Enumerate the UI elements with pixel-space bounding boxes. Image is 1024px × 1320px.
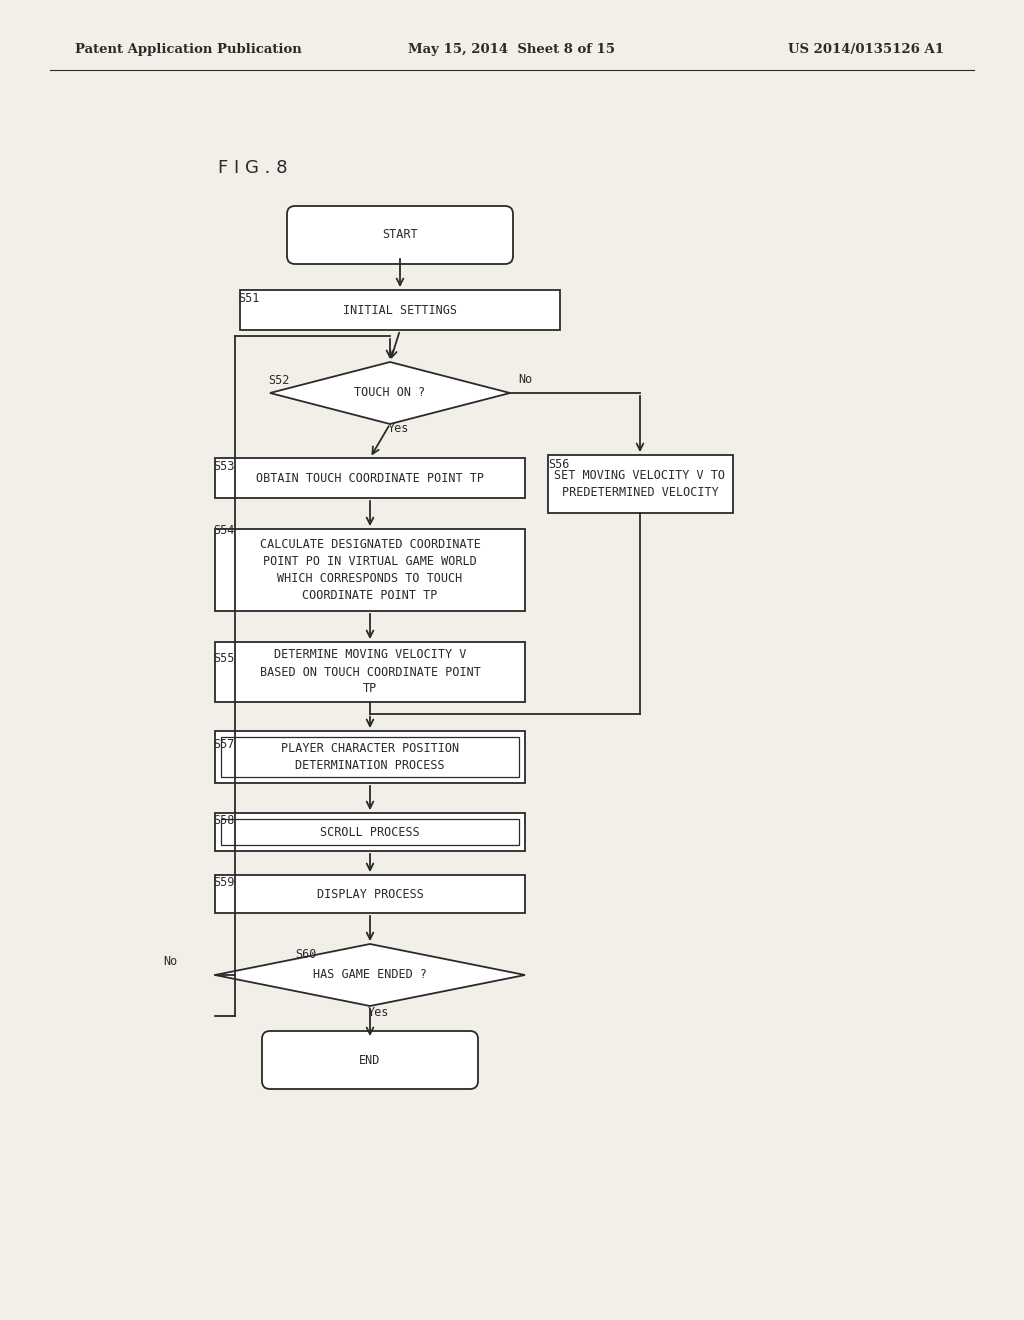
Text: INITIAL SETTINGS: INITIAL SETTINGS: [343, 304, 457, 317]
Polygon shape: [270, 362, 510, 424]
Text: TOUCH ON ?: TOUCH ON ?: [354, 387, 426, 400]
Bar: [215, 813, 525, 851]
Bar: [215, 458, 525, 498]
Bar: [215, 731, 525, 783]
Text: May 15, 2014  Sheet 8 of 15: May 15, 2014 Sheet 8 of 15: [409, 44, 615, 57]
Text: F I G . 8: F I G . 8: [218, 158, 288, 177]
Text: S60: S60: [295, 949, 316, 961]
FancyBboxPatch shape: [287, 206, 513, 264]
Text: END: END: [359, 1053, 381, 1067]
Text: SET MOVING VELOCITY V TO
PREDETERMINED VELOCITY: SET MOVING VELOCITY V TO PREDETERMINED V…: [555, 469, 725, 499]
Text: Patent Application Publication: Patent Application Publication: [75, 44, 302, 57]
Bar: [548, 455, 732, 513]
Text: CALCULATE DESIGNATED COORDINATE
POINT PO IN VIRTUAL GAME WORLD
WHICH CORRESPONDS: CALCULATE DESIGNATED COORDINATE POINT PO…: [259, 539, 480, 602]
Bar: [221, 737, 519, 777]
Text: SCROLL PROCESS: SCROLL PROCESS: [321, 825, 420, 838]
Text: DETERMINE MOVING VELOCITY V
BASED ON TOUCH COORDINATE POINT
TP: DETERMINE MOVING VELOCITY V BASED ON TOU…: [259, 648, 480, 696]
Bar: [221, 818, 519, 845]
Text: START: START: [382, 228, 418, 242]
Text: S51: S51: [238, 292, 259, 305]
Text: S56: S56: [548, 458, 569, 471]
Bar: [215, 875, 525, 913]
Text: S55: S55: [213, 652, 234, 665]
Text: S58: S58: [213, 813, 234, 826]
Text: DISPLAY PROCESS: DISPLAY PROCESS: [316, 887, 424, 900]
Text: S53: S53: [213, 459, 234, 473]
Text: US 2014/0135126 A1: US 2014/0135126 A1: [788, 44, 944, 57]
Text: No: No: [163, 954, 177, 968]
Text: S59: S59: [213, 875, 234, 888]
Text: S52: S52: [268, 374, 290, 387]
Text: HAS GAME ENDED ?: HAS GAME ENDED ?: [313, 969, 427, 982]
Text: S54: S54: [213, 524, 234, 537]
Text: S57: S57: [213, 738, 234, 751]
Text: PLAYER CHARACTER POSITION
DETERMINATION PROCESS: PLAYER CHARACTER POSITION DETERMINATION …: [281, 742, 459, 772]
Text: OBTAIN TOUCH COORDINATE POINT TP: OBTAIN TOUCH COORDINATE POINT TP: [256, 471, 484, 484]
Text: Yes: Yes: [368, 1006, 389, 1019]
Bar: [215, 642, 525, 702]
Bar: [215, 529, 525, 611]
Bar: [240, 290, 560, 330]
Text: Yes: Yes: [387, 422, 409, 436]
Text: No: No: [518, 374, 532, 385]
Polygon shape: [215, 944, 525, 1006]
FancyBboxPatch shape: [262, 1031, 478, 1089]
